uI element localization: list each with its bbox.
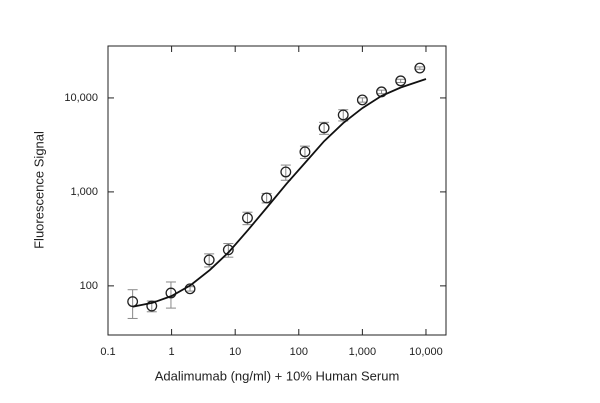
data-point bbox=[242, 212, 253, 224]
x-tick-label: 100 bbox=[290, 346, 308, 358]
error-bar bbox=[395, 78, 406, 83]
error-bar bbox=[127, 289, 138, 319]
data-point bbox=[261, 192, 273, 204]
y-axis-title: Fluorescence Signal bbox=[31, 131, 46, 249]
data-point bbox=[356, 94, 368, 106]
error-bar bbox=[414, 66, 425, 70]
data-point bbox=[337, 109, 349, 121]
x-tick-label: 1 bbox=[169, 346, 175, 358]
data-point bbox=[299, 146, 311, 158]
error-bar bbox=[357, 97, 368, 103]
data-point bbox=[222, 244, 234, 256]
x-axis-title: Adalimumab (ng/ml) + 10% Human Serum bbox=[155, 368, 400, 383]
data-point bbox=[280, 166, 292, 178]
x-tick-label: 1,000 bbox=[349, 346, 377, 358]
error-bar bbox=[165, 281, 176, 309]
plot-frame bbox=[107, 45, 447, 336]
x-tick-label: 10,000 bbox=[409, 346, 443, 358]
x-tick-label: 10 bbox=[229, 346, 241, 358]
data-point bbox=[146, 300, 158, 312]
data-point bbox=[395, 75, 407, 87]
x-tick-label: 0.1 bbox=[100, 346, 115, 358]
error-bar bbox=[376, 89, 387, 95]
y-tick-label: 1,000 bbox=[70, 186, 98, 198]
fit-curve bbox=[132, 78, 427, 308]
data-point bbox=[318, 122, 330, 134]
data-point bbox=[414, 62, 426, 74]
y-tick-label: 100 bbox=[80, 280, 98, 292]
y-tick-label: 10,000 bbox=[64, 92, 98, 104]
data-point bbox=[203, 254, 215, 266]
